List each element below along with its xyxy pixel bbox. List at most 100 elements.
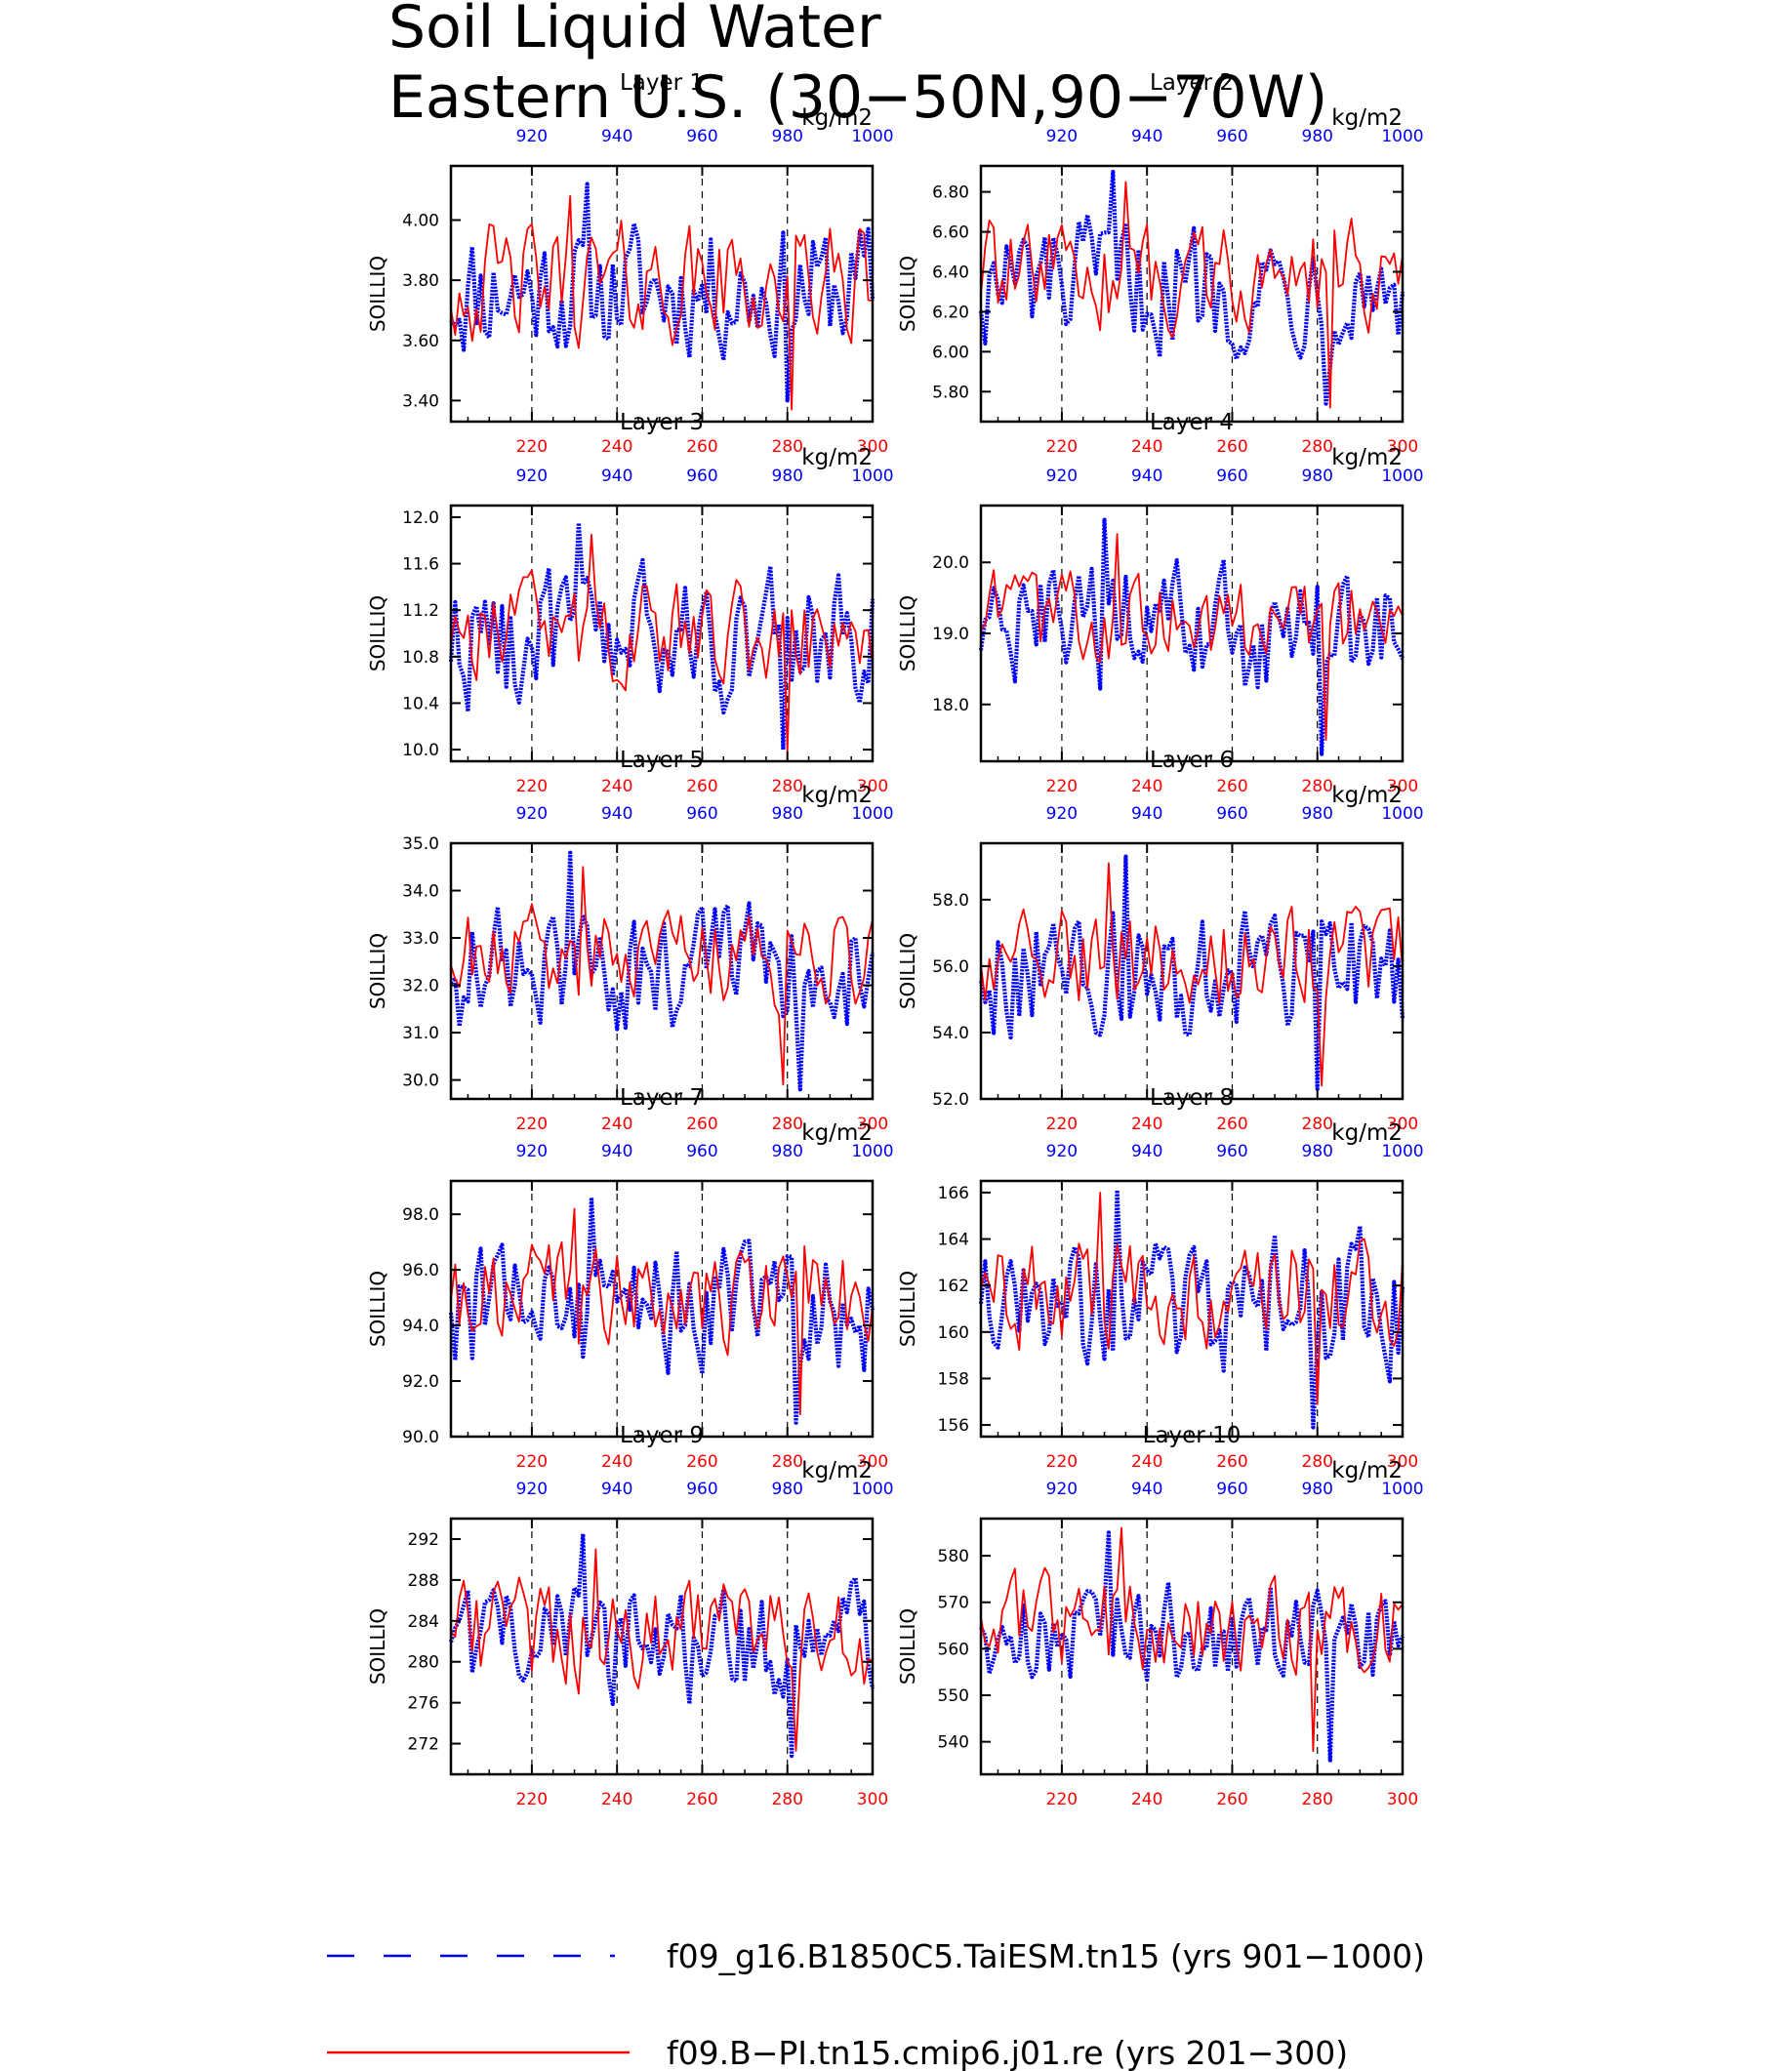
x-top-tick-label: 980 [1302, 467, 1333, 486]
panel-layer-3: Layer 3 kg/m2 SOILLIQ 220 240 260 280 300 920 940… [366, 410, 894, 796]
y-tick-label: 4.00 [402, 211, 439, 230]
series-line-blue [979, 1530, 1405, 1763]
x-bottom-tick-label: 300 [1387, 1115, 1418, 1134]
x-bottom-tick-label: 280 [1302, 1790, 1333, 1809]
series-line-red [980, 1526, 1404, 1753]
x-bottom-tick-label: 300 [1387, 437, 1418, 457]
panel-grid: Layer 1 kg/m2 SOILLIQ 220 240 260 280 300 920 940… [366, 70, 1424, 1809]
x-top-tick-label: 920 [516, 467, 548, 486]
y-tick-label: 560 [938, 1640, 969, 1659]
x-top-tick-label: 980 [772, 1142, 803, 1161]
y-tick-label: 34.0 [402, 882, 439, 902]
y-tick-label: 56.0 [932, 957, 969, 977]
series-line-blue [978, 517, 1405, 756]
x-bottom-tick-label: 300 [857, 1115, 888, 1134]
plot-frame [449, 504, 875, 763]
y-axis-label: SOILLIQ [366, 1608, 389, 1685]
y-tick-label: 11.2 [402, 601, 439, 621]
series-line-red [980, 533, 1404, 742]
y-axis-label: SOILLIQ [896, 1271, 919, 1347]
x-bottom-tick-label: 260 [686, 777, 717, 796]
y-tick-label: 11.6 [402, 555, 439, 575]
plot-frame [449, 1179, 875, 1439]
x-bottom-tick-label: 220 [1046, 1115, 1078, 1134]
y-axis-label: SOILLIQ [896, 256, 919, 332]
y-tick-label: 166 [938, 1184, 969, 1203]
figure-title-line2: Eastern U.S. (30−50N,90−70W) [388, 63, 1327, 132]
panel-title: Layer 8 [1150, 1085, 1234, 1111]
y-tick-label: 35.0 [402, 834, 439, 854]
plot-frame [979, 841, 1405, 1101]
y-tick-label: 90.0 [402, 1428, 439, 1447]
x-bottom-tick-label: 240 [601, 437, 632, 457]
x-bottom-tick-label: 280 [772, 1115, 803, 1134]
panel-layer-1: Layer 1 kg/m2 SOILLIQ 220 240 260 280 300 920 940… [366, 70, 894, 457]
panel-layer-6: Layer 6 kg/m2 SOILLIQ 220 240 260 280 300 920 940… [896, 748, 1424, 1134]
x-bottom-tick-label: 280 [772, 1790, 803, 1809]
units-label: kg/m2 [1331, 445, 1403, 470]
x-top-tick-label: 960 [1216, 1142, 1247, 1161]
y-tick-label: 272 [408, 1735, 439, 1755]
x-bottom-tick-label: 260 [1216, 1115, 1247, 1134]
x-bottom-tick-label: 300 [857, 1452, 888, 1472]
y-tick-label: 3.80 [402, 271, 439, 291]
series-line-red [980, 862, 1404, 1087]
y-tick-label: 550 [938, 1686, 969, 1706]
x-top-tick-label: 940 [1131, 1480, 1162, 1499]
y-tick-label: 288 [408, 1571, 439, 1591]
y-axis-label: SOILLIQ [896, 1608, 919, 1685]
y-tick-label: 10.8 [402, 648, 439, 668]
x-top-tick-label: 980 [772, 1480, 803, 1499]
y-tick-label: 98.0 [402, 1205, 439, 1225]
x-top-tick-label: 940 [601, 127, 632, 146]
x-bottom-tick-label: 300 [857, 1790, 888, 1809]
y-axis-label: SOILLIQ [366, 595, 389, 671]
x-bottom-tick-label: 280 [1302, 777, 1333, 796]
x-bottom-tick-label: 240 [1131, 777, 1162, 796]
y-tick-label: 284 [408, 1612, 439, 1632]
series-line-red [980, 181, 1404, 409]
y-tick-label: 33.0 [402, 929, 439, 949]
x-top-tick-label: 960 [686, 127, 717, 146]
x-top-tick-label: 980 [772, 127, 803, 146]
x-top-tick-label: 1000 [851, 467, 893, 486]
x-bottom-tick-label: 220 [1046, 1790, 1078, 1809]
y-tick-label: 19.0 [932, 625, 969, 644]
x-bottom-tick-label: 300 [857, 777, 888, 796]
x-top-tick-label: 980 [1302, 127, 1333, 146]
y-tick-label: 164 [938, 1231, 969, 1250]
x-bottom-tick-label: 280 [1302, 437, 1333, 457]
y-tick-label: 3.60 [402, 332, 439, 351]
x-top-tick-label: 940 [1131, 1142, 1162, 1161]
panel-layer-9: Layer 9 kg/m2 SOILLIQ 220 240 260 280 300 920 940… [366, 1423, 894, 1809]
x-bottom-tick-label: 260 [1216, 777, 1247, 796]
legend: f09_g16.B1850C5.TaiESM.tn15 (yrs 901−100… [327, 1937, 1425, 2071]
x-top-tick-label: 980 [1302, 804, 1333, 824]
panel-title: Layer 3 [620, 410, 704, 435]
x-bottom-tick-label: 280 [1302, 1452, 1333, 1472]
y-tick-label: 92.0 [402, 1372, 439, 1392]
y-tick-label: 18.0 [932, 696, 969, 715]
x-top-tick-label: 940 [601, 1480, 632, 1499]
legend-label-series-a: f09_g16.B1850C5.TaiESM.tn15 (yrs 901−100… [667, 1937, 1425, 1975]
x-top-tick-label: 940 [1131, 467, 1162, 486]
x-top-tick-label: 1000 [851, 804, 893, 824]
units-label: kg/m2 [801, 1120, 873, 1146]
panel-title: Layer 4 [1150, 410, 1234, 435]
y-tick-label: 94.0 [402, 1317, 439, 1336]
panel-title: Layer 9 [620, 1423, 704, 1448]
series-line-red [980, 1192, 1404, 1405]
x-bottom-tick-label: 220 [1046, 1452, 1078, 1472]
panel-layer-5: Layer 5 kg/m2 SOILLIQ 220 240 260 280 300 920 940… [366, 748, 894, 1134]
x-bottom-tick-label: 280 [772, 777, 803, 796]
x-bottom-tick-label: 260 [1216, 437, 1247, 457]
x-bottom-tick-label: 300 [1387, 1790, 1418, 1809]
y-tick-label: 280 [408, 1653, 439, 1673]
panel-layer-4: Layer 4 kg/m2 SOILLIQ 220 240 260 280 300 920 940… [896, 410, 1424, 796]
x-bottom-tick-label: 260 [1216, 1790, 1247, 1809]
x-bottom-tick-label: 280 [772, 1452, 803, 1472]
panel-layer-7: Layer 7 kg/m2 SOILLIQ 220 240 260 280 300 920 940… [366, 1085, 894, 1472]
x-top-tick-label: 920 [1046, 127, 1078, 146]
x-bottom-tick-label: 240 [1131, 1790, 1162, 1809]
x-top-tick-label: 1000 [1381, 1142, 1423, 1161]
